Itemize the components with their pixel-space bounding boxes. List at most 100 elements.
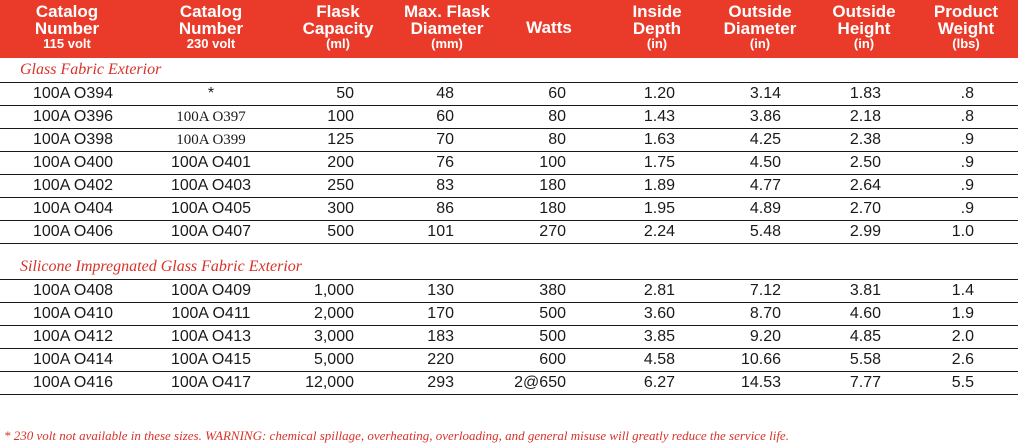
cell-watts: 500: [539, 328, 566, 345]
cell-outside-diameter: 10.66: [740, 351, 781, 368]
cell-outside-height: 2.70: [849, 200, 881, 217]
cell-product-weight: 1.9: [951, 305, 974, 322]
cell-outside-diameter: 3.86: [749, 108, 781, 125]
cell-inside-depth: 1.75: [643, 154, 675, 171]
cell-catalog-115: 100A O396: [33, 108, 114, 125]
cell-outside-diameter: 9.20: [749, 328, 781, 345]
header-label-line: Number: [34, 19, 100, 38]
cell-product-weight: .9: [960, 154, 974, 171]
header-label-line: Diameter: [410, 19, 484, 38]
cell-outside-height: 5.58: [849, 351, 881, 368]
table-row: 100A O416 100A O417 12,000 293 2@650 6.27 14.5…: [0, 372, 1018, 395]
cell-watts: 600: [539, 351, 566, 368]
cell-flask-capacity: 5,000: [313, 351, 354, 368]
cell-outside-diameter: 4.50: [749, 154, 781, 171]
header-label-line: Outside: [728, 2, 792, 21]
table-row: 100A O408 100A O409 1,000 130 380 2.81 7.12 3.8…: [0, 279, 1018, 303]
header-label-line: Inside: [632, 2, 682, 21]
cell-outside-diameter: 8.70: [749, 305, 781, 322]
cell-catalog-115: 100A O414: [33, 351, 114, 368]
cell-product-weight: 1.0: [951, 223, 974, 240]
header-label-line: Diameter: [723, 19, 797, 38]
cell-outside-diameter: 4.25: [749, 131, 781, 148]
header-outside-height: Outside Height (in): [814, 3, 914, 50]
table-row: 100A O402 100A O403 250 83 180 1.89 4.77 2.64 .9: [0, 175, 1018, 198]
header-max-flask-diameter: Max. Flask Diameter (mm): [387, 3, 507, 50]
footnote: * 230 volt not available in these sizes.…: [4, 428, 789, 443]
header-inside-depth: Inside Depth (in): [612, 3, 702, 50]
section-title: Silicone Impregnated Glass Fabric Exteri…: [20, 258, 303, 275]
cell-catalog-230: 100A O403: [170, 177, 252, 194]
cell-max-flask-diameter: 220: [427, 351, 454, 368]
cell-outside-diameter: 4.89: [749, 200, 781, 217]
cell-inside-depth: 6.27: [643, 374, 675, 391]
header-label-line: Catalog: [179, 2, 243, 21]
cell-watts: 180: [539, 200, 566, 217]
header-product-weight: Product Weight (lbs): [921, 3, 1011, 50]
cell-catalog-230: 100A O397: [176, 109, 246, 125]
cell-outside-height: 2.64: [849, 177, 881, 194]
header-label-line: Catalog: [35, 2, 99, 21]
table-row: 100A O414 100A O415 5,000 220 600 4.58 10.66 5.…: [0, 349, 1018, 372]
cell-max-flask-diameter: 83: [436, 177, 454, 194]
cell-outside-diameter: 7.12: [749, 282, 781, 299]
cell-flask-capacity: 300: [327, 200, 354, 217]
header-label-line: Watts: [526, 18, 572, 37]
cell-watts: 60: [548, 85, 566, 102]
header-watts: Watts: [509, 19, 589, 36]
cell-max-flask-diameter: 76: [436, 154, 454, 171]
cell-inside-depth: 3.85: [643, 328, 675, 345]
table-row: 100A O404 100A O405 300 86 180 1.95 4.89 2.70 .9: [0, 198, 1018, 221]
header-unit: (lbs): [952, 36, 980, 51]
cell-outside-height: 2.50: [849, 154, 881, 171]
section-title: Glass Fabric Exterior: [20, 61, 162, 78]
cell-catalog-115: 100A O404: [33, 200, 114, 217]
cell-max-flask-diameter: 183: [427, 328, 454, 345]
cell-product-weight: .9: [960, 200, 974, 217]
cell-outside-diameter: 14.53: [740, 374, 781, 391]
cell-inside-depth: 1.20: [643, 85, 675, 102]
cell-catalog-115: 100A O400: [33, 154, 114, 171]
cell-max-flask-diameter: 48: [436, 85, 454, 102]
table-row: 100A O398 100A O399 125 70 80 1.63 4.25 2.38 .9: [0, 129, 1018, 152]
cell-catalog-230: 100A O401: [170, 154, 252, 171]
cell-flask-capacity: 200: [327, 154, 354, 171]
cell-catalog-115: 100A O408: [33, 282, 114, 299]
cell-catalog-115: 100A O406: [33, 223, 114, 240]
cell-watts: 500: [539, 305, 566, 322]
cell-watts: 180: [539, 177, 566, 194]
cell-inside-depth: 1.89: [643, 177, 675, 194]
header-label-line: Outside: [832, 2, 896, 21]
cell-catalog-115: 100A O398: [33, 131, 114, 148]
header-label-line: Number: [178, 19, 244, 38]
cell-max-flask-diameter: 86: [436, 200, 454, 217]
cell-catalog-115: 100A O410: [33, 305, 114, 322]
cell-flask-capacity: 1,000: [313, 282, 354, 299]
cell-catalog-230: 100A O415: [170, 351, 252, 368]
cell-product-weight: .9: [960, 131, 974, 148]
cell-catalog-230: 100A O409: [170, 282, 252, 299]
cell-outside-height: 4.85: [849, 328, 881, 345]
cell-inside-depth: 4.58: [643, 351, 675, 368]
cell-catalog-230: 100A O399: [176, 132, 246, 148]
cell-outside-height: 1.83: [849, 85, 881, 102]
cell-outside-height: 7.77: [849, 374, 881, 391]
cell-catalog-115: 100A O416: [33, 374, 114, 391]
cell-max-flask-diameter: 60: [436, 108, 454, 125]
cell-flask-capacity: 12,000: [305, 374, 354, 391]
cell-product-weight: .9: [960, 177, 974, 194]
header-label-line: Product: [933, 2, 999, 21]
cell-inside-depth: 2.24: [643, 223, 675, 240]
header-catalog-115: Catalog Number 115 volt: [7, 3, 127, 50]
header-unit: (ml): [326, 36, 350, 51]
cell-outside-diameter: 5.48: [749, 223, 781, 240]
cell-inside-depth: 2.81: [643, 282, 675, 299]
cell-flask-capacity: 125: [327, 131, 354, 148]
cell-outside-height: 2.99: [849, 223, 881, 240]
cell-flask-capacity: 50: [336, 85, 354, 102]
cell-catalog-230: *: [207, 85, 215, 102]
cell-inside-depth: 1.63: [643, 131, 675, 148]
header-unit: (in): [646, 36, 668, 51]
cell-catalog-230: 100A O407: [170, 223, 252, 240]
cell-flask-capacity: 3,000: [313, 328, 354, 345]
